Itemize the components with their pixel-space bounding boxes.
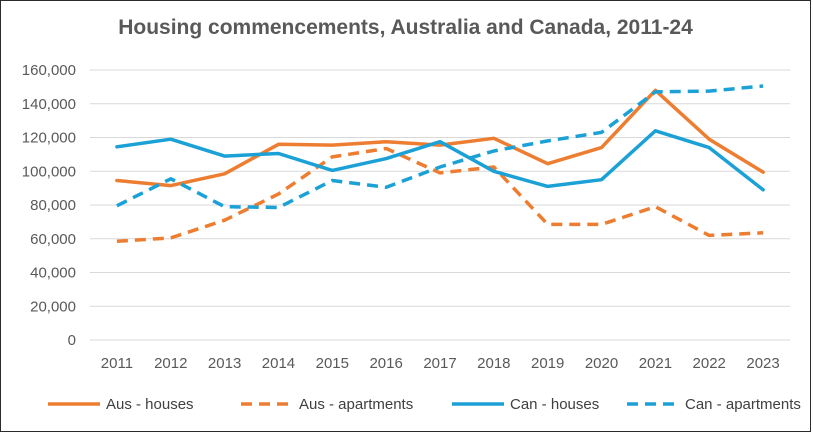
y-tick-label: 60,000 bbox=[30, 231, 76, 248]
y-tick-label: 140,000 bbox=[22, 96, 76, 113]
x-tick-label: 2019 bbox=[531, 355, 564, 372]
y-tick-label: 120,000 bbox=[22, 130, 76, 147]
legend: Aus - houses Aus - apartments Can - houses… bbox=[48, 396, 801, 413]
x-tick-label: 2016 bbox=[369, 355, 402, 372]
y-axis-ticks: 0 20,000 40,000 60,000 80,000 100,000 120,000 1… bbox=[22, 62, 76, 349]
legend-label: Aus - houses bbox=[106, 396, 194, 413]
series-line-can-apartments bbox=[116, 84, 764, 210]
x-axis-ticks: 2011 2012 2013 2014 2015 2016 2017 2018 2019 2020… bbox=[101, 355, 780, 372]
series-lines bbox=[115, 84, 765, 244]
y-tick-label: 20,000 bbox=[30, 298, 76, 315]
y-tick-label: 80,000 bbox=[30, 197, 76, 214]
legend-label: Can - apartments bbox=[685, 396, 801, 413]
x-tick-label: 2012 bbox=[154, 355, 187, 372]
legend-label: Aus - apartments bbox=[299, 396, 413, 413]
series-line-can-houses bbox=[115, 129, 765, 192]
gridlines bbox=[90, 69, 790, 341]
x-tick-label: 2023 bbox=[746, 355, 779, 372]
x-tick-label: 2018 bbox=[477, 355, 510, 372]
chart-title: Housing commencements, Australia and Can… bbox=[118, 16, 693, 39]
x-tick-label: 2011 bbox=[101, 355, 133, 372]
series-line-aus-apartments bbox=[116, 146, 764, 244]
x-tick-label: 2021 bbox=[639, 355, 672, 372]
x-tick-label: 2015 bbox=[316, 355, 349, 372]
x-tick-label: 2014 bbox=[262, 355, 295, 372]
y-tick-label: 100,000 bbox=[22, 163, 76, 180]
x-tick-label: 2017 bbox=[423, 355, 456, 372]
legend-label: Can - houses bbox=[510, 396, 599, 413]
y-tick-label: 0 bbox=[68, 332, 76, 349]
x-tick-label: 2013 bbox=[208, 355, 241, 372]
y-tick-label: 40,000 bbox=[30, 265, 76, 282]
x-tick-label: 2022 bbox=[693, 355, 726, 372]
y-tick-label: 160,000 bbox=[22, 62, 76, 79]
x-tick-label: 2020 bbox=[585, 355, 618, 372]
